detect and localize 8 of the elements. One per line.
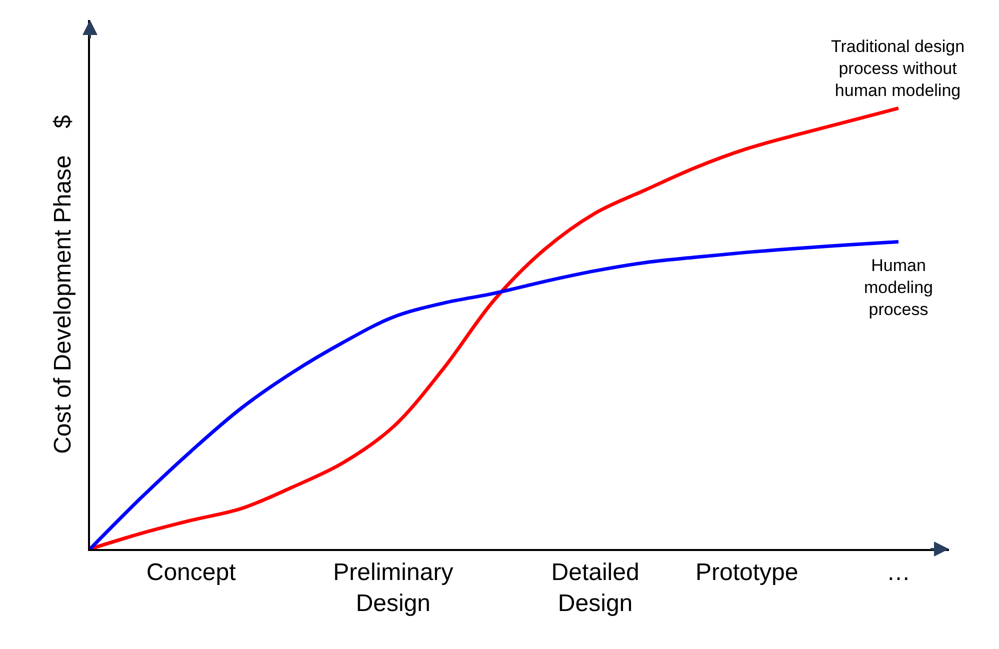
series-label: Traditional design process without human modeling bbox=[831, 37, 965, 100]
x-tick-label: Prototype bbox=[696, 558, 798, 586]
y-axis-title: Cost of Development Phase $ bbox=[50, 115, 77, 454]
x-tick-label: Concept bbox=[146, 558, 236, 586]
x-tick-label: Detailed Design bbox=[551, 558, 640, 617]
series-label: Human modeling process bbox=[864, 256, 933, 320]
x-tick-label: … bbox=[886, 558, 910, 586]
x-tick-label: Preliminary Design bbox=[333, 558, 454, 617]
